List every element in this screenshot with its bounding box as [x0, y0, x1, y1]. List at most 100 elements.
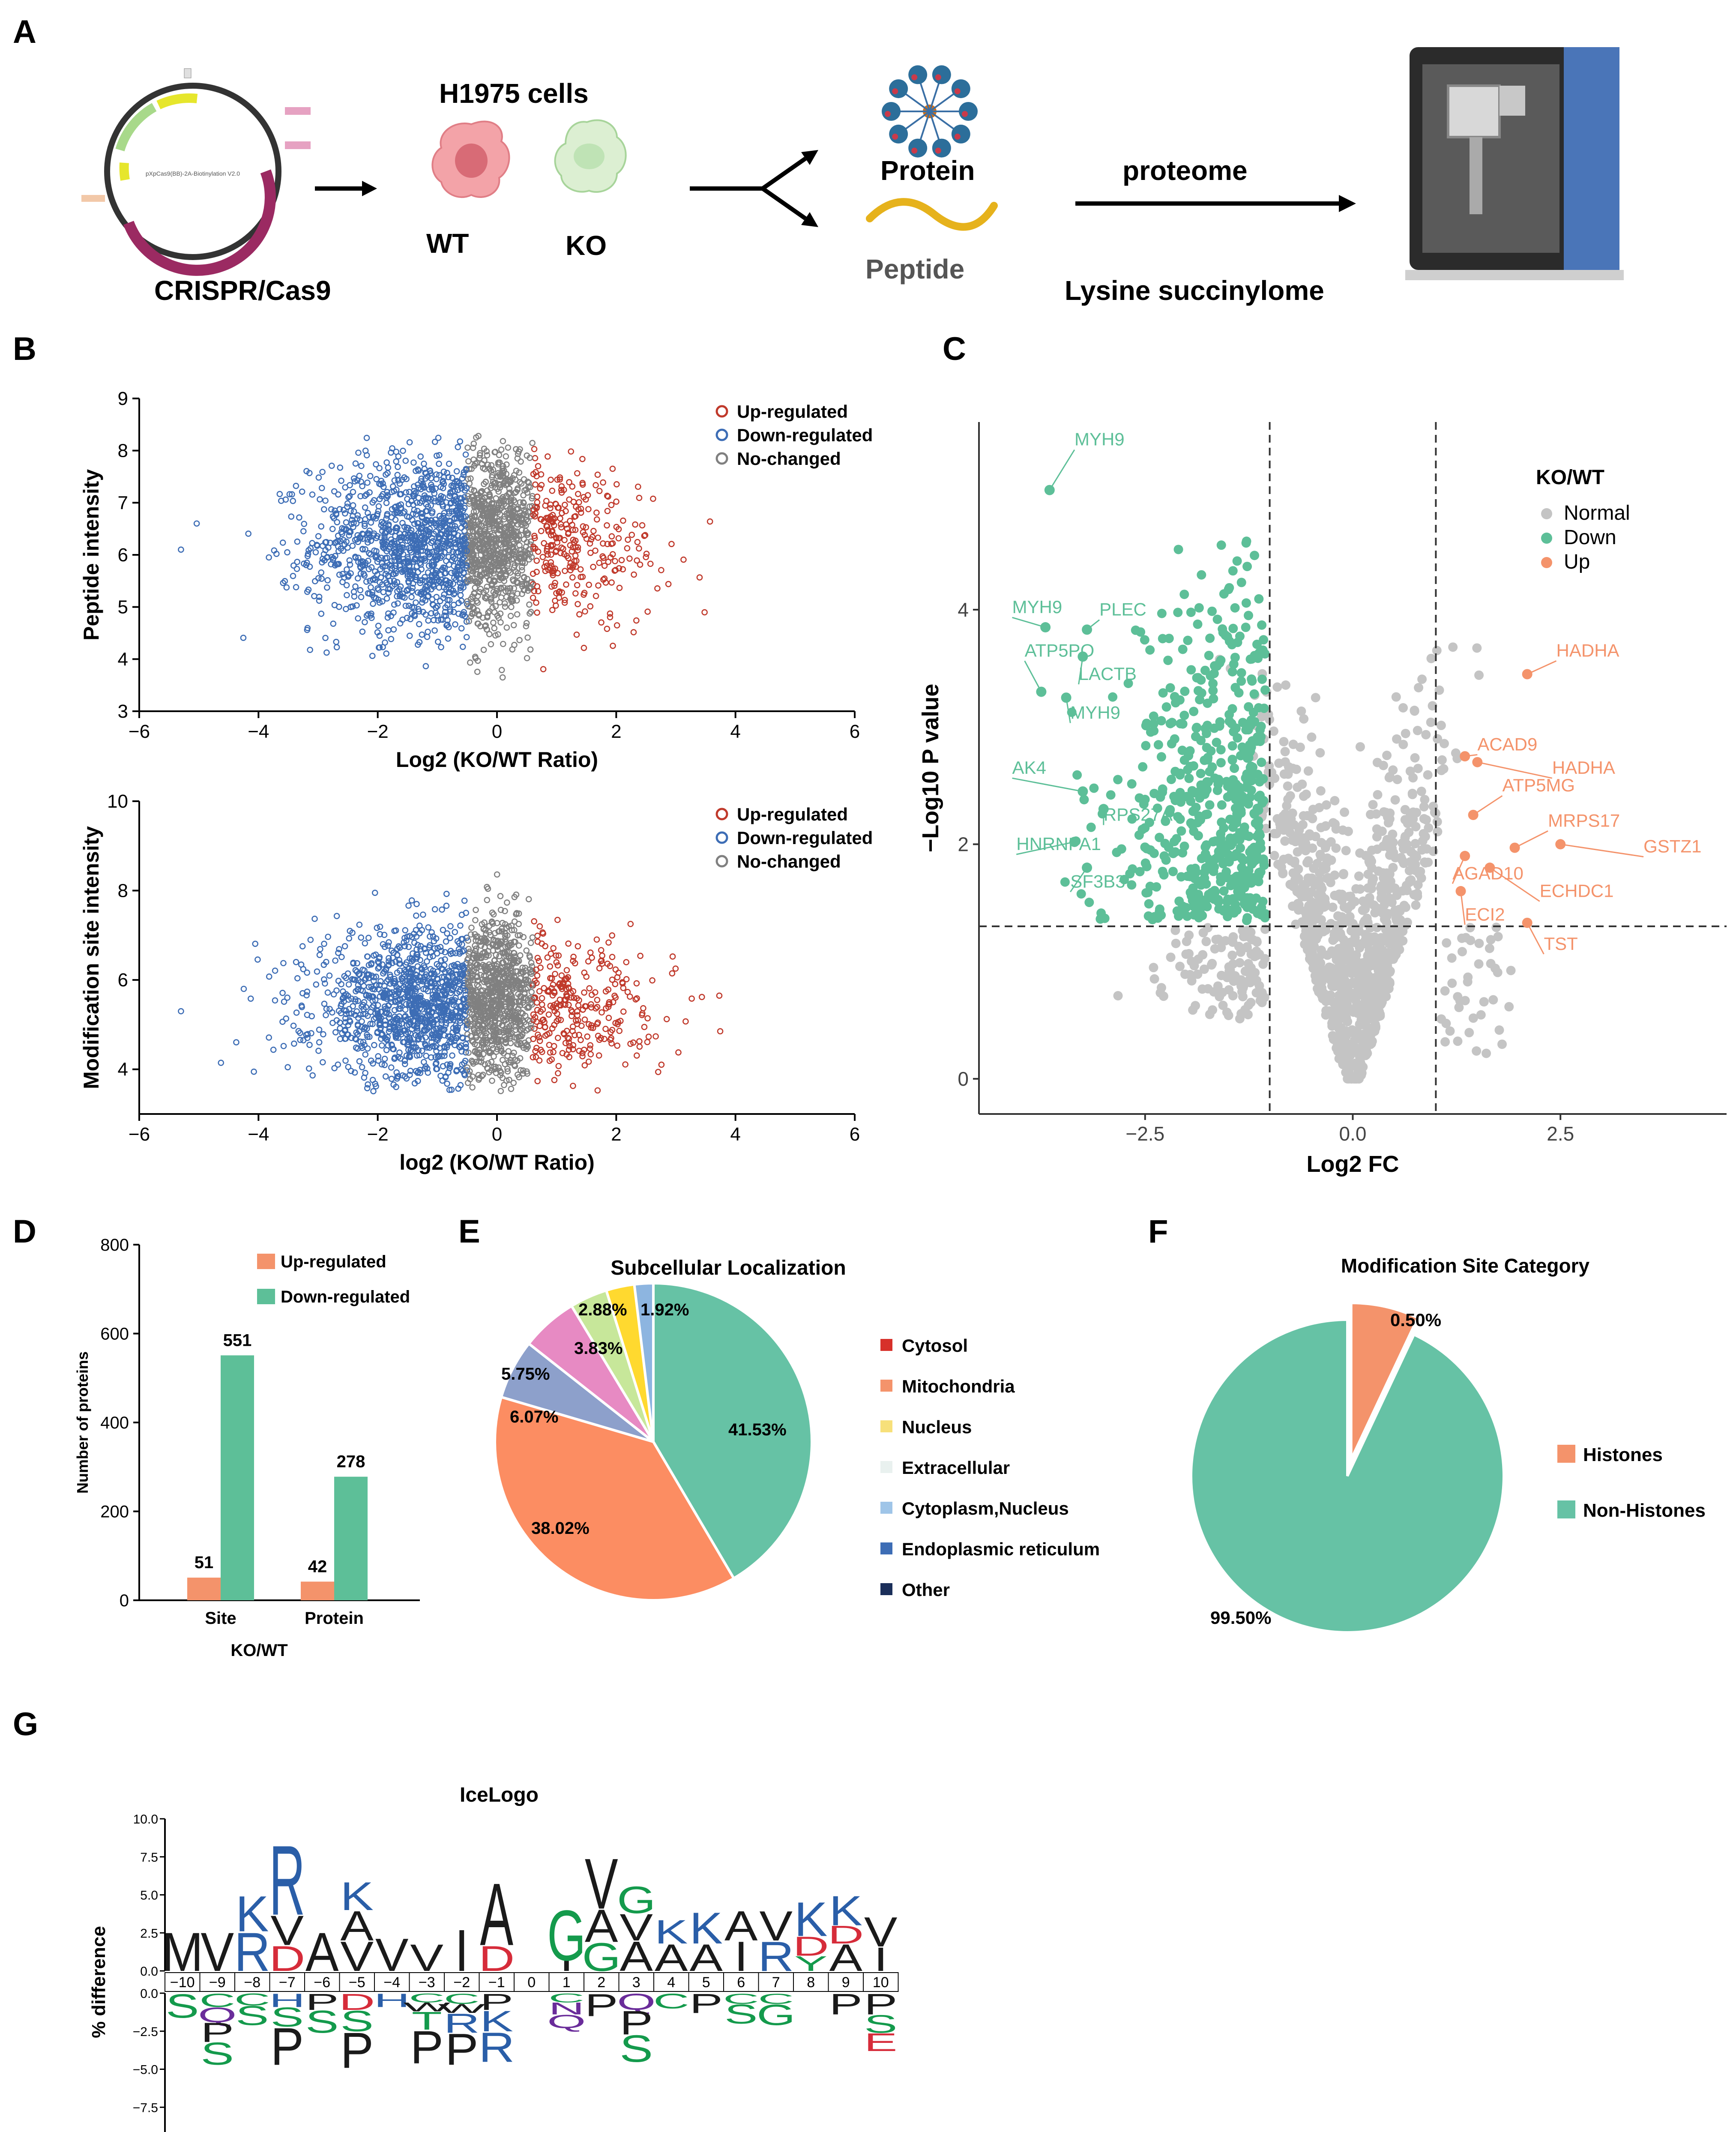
point-up-regulated [553, 959, 560, 966]
point-no-changed [503, 492, 510, 499]
point-down-regulated [428, 481, 434, 488]
point-up-regulated [544, 954, 551, 961]
x-tick-label: 0 [492, 1124, 502, 1145]
point-no-changed [523, 623, 530, 629]
point-down-regulated [440, 518, 447, 525]
point-no-changed [494, 552, 501, 559]
point-down-regulated [446, 461, 452, 467]
point-down-regulated [424, 634, 431, 640]
point-down-regulated [352, 996, 359, 1003]
point-no-changed [474, 599, 481, 606]
point-down-regulated [440, 540, 447, 547]
mass-spectrometer-icon [1405, 47, 1624, 280]
point-up-regulated [570, 562, 577, 569]
point-no-changed [526, 556, 533, 563]
point-normal [1399, 859, 1409, 868]
point-up-regulated [545, 1011, 552, 1018]
point-no-changed [500, 559, 507, 565]
point-up-regulated [531, 918, 537, 925]
point-down-regulated [447, 934, 453, 941]
point-down-regulated [463, 466, 470, 472]
point-up-regulated [644, 1039, 651, 1045]
point-down-regulated [369, 1077, 376, 1083]
point-no-changed [472, 917, 479, 923]
point-no-changed [515, 921, 522, 927]
point-up-regulated [575, 547, 581, 554]
point-up-regulated [626, 555, 633, 562]
point-up-regulated [593, 936, 600, 943]
point-down-regulated [311, 916, 318, 922]
point-down-regulated [428, 475, 434, 482]
point-down-regulated [425, 617, 431, 624]
plasmid-tag [81, 195, 105, 202]
point-down-regulated [367, 1009, 374, 1015]
point-up-regulated [643, 554, 649, 560]
point-up-regulated [609, 954, 616, 960]
point-no-changed [493, 536, 500, 543]
point-no-changed [502, 603, 509, 610]
point-no-changed [497, 527, 503, 534]
point-down-regulated [357, 587, 364, 593]
point-down-regulated [328, 462, 335, 469]
point-down-regulated [360, 1011, 367, 1018]
point-no-changed [500, 575, 506, 581]
point-down-regulated [362, 492, 368, 499]
point-down-regulated [348, 1068, 354, 1074]
point-down-regulated [375, 587, 382, 593]
point-no-changed [505, 588, 512, 594]
point-down-regulated [422, 663, 429, 670]
point-no-changed [490, 570, 497, 577]
point-up-regulated [553, 501, 559, 508]
point-down-regulated [384, 492, 391, 498]
point-down-regulated [178, 546, 184, 553]
point-up-regulated [539, 554, 546, 560]
point-up-regulated [555, 1063, 562, 1069]
point-down-regulated [390, 1025, 397, 1032]
point-down-regulated [314, 968, 320, 975]
point-down-regulated [403, 568, 410, 575]
point-down-regulated [456, 542, 463, 549]
point-no-changed [489, 472, 496, 479]
point-no-changed [479, 461, 485, 467]
point-down-regulated [410, 572, 416, 578]
legend-up-regulated: Up-regulated [737, 401, 848, 422]
point-down-regulated [460, 472, 467, 478]
point-down-regulated [322, 635, 329, 641]
point-down-regulated [402, 927, 409, 934]
point-no-changed [525, 483, 532, 490]
point-down-regulated [444, 930, 450, 937]
point-up-regulated [605, 939, 612, 946]
point-up-regulated [575, 943, 581, 949]
point-down-regulated [441, 1052, 448, 1059]
legend-up-regulated-marker [715, 405, 728, 418]
point-up-regulated [640, 1005, 647, 1012]
point-up-regulated [579, 1053, 586, 1060]
point-up-regulated [569, 574, 576, 581]
point-up-regulated [533, 469, 539, 476]
point-down-regulated [362, 546, 368, 553]
point-no-changed [486, 492, 493, 498]
point-down-regulated [405, 501, 412, 507]
point-no-changed [481, 569, 488, 576]
point-up-regulated [584, 1033, 591, 1040]
plasmid-tag-2 [285, 141, 311, 149]
point-up-regulated [641, 1024, 648, 1030]
panel-label-a: A [13, 14, 36, 50]
point-down-regulated [266, 554, 272, 561]
point-no-changed [529, 934, 536, 941]
point-down-regulated [355, 554, 362, 561]
point-down-regulated [382, 555, 389, 561]
point-up-regulated [586, 581, 592, 588]
point-up-regulated [576, 611, 583, 618]
point-down-regulated [397, 583, 404, 590]
point-down-regulated [358, 934, 365, 941]
point-down-regulated [318, 523, 325, 530]
point-down-regulated [411, 506, 418, 513]
point-up-regulated [578, 574, 584, 581]
point-down-regulated [375, 1053, 381, 1060]
point-no-changed [505, 444, 512, 451]
point-down-regulated [453, 576, 459, 583]
point-down-regulated [392, 991, 398, 997]
point-down-regulated [419, 481, 426, 488]
point-up-regulated [568, 448, 575, 455]
